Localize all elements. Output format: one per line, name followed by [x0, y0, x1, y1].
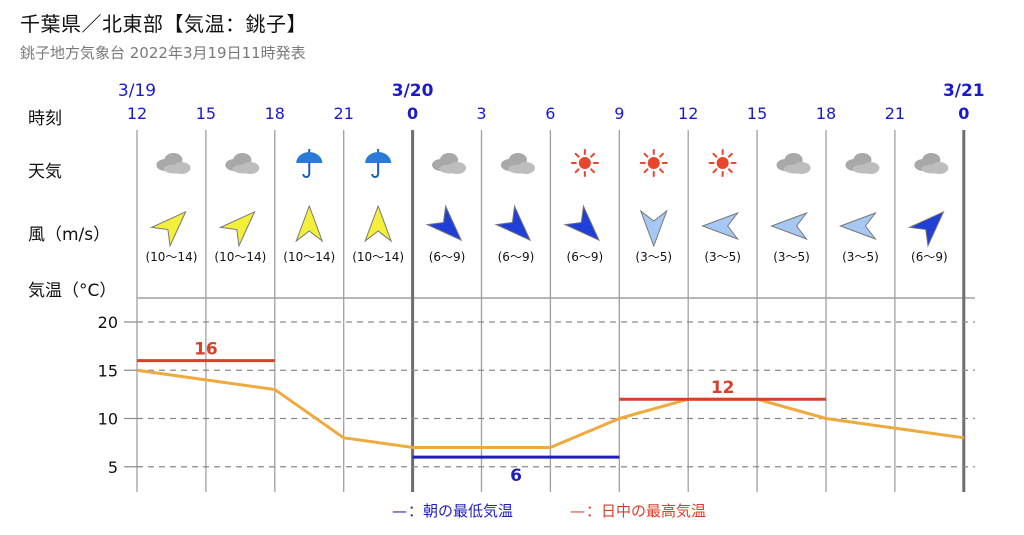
wind-arrow-icon: [218, 210, 256, 248]
wind-arrow-icon: [364, 204, 393, 243]
hour-label: 12: [678, 104, 698, 123]
wind-speed-label: (10～14): [214, 250, 266, 264]
weather-row-label: 天気: [28, 162, 62, 182]
legend-label: ：日中の最高気温: [586, 502, 706, 520]
hour-label: 15: [747, 104, 767, 123]
wind-speed-label: (6～9): [911, 250, 948, 264]
hour-label: 9: [614, 104, 624, 123]
legend-swatch: —: [570, 502, 585, 520]
sun-icon: [570, 149, 599, 177]
hour-label: 12: [127, 104, 147, 123]
wind-arrow-icon: [425, 204, 463, 242]
wind-arrow-icon: [563, 204, 601, 242]
wind-arrow-icon: [907, 210, 945, 248]
cloud-icon: [156, 153, 191, 174]
hour-label: 3: [476, 104, 486, 123]
wind-speed-label: (3～5): [635, 250, 672, 264]
wind-speed-label: (3～5): [704, 250, 741, 264]
date-label: 3/19: [118, 81, 156, 101]
cloud-icon: [225, 153, 260, 174]
max-temp-label: 12: [711, 378, 735, 398]
y-tick-label: 20: [98, 313, 118, 332]
time-row-label: 時刻: [28, 109, 62, 129]
sun-icon: [708, 149, 737, 177]
wind-speed-label: (3～5): [842, 250, 879, 264]
wind-arrow-icon: [295, 204, 324, 243]
wind-speed-label: (3～5): [773, 250, 810, 264]
wind-arrow-icon: [639, 209, 668, 248]
wind-arrow-icon: [149, 210, 187, 248]
y-tick-label: 10: [98, 410, 118, 429]
cloud-icon: [914, 153, 949, 174]
max-temp-label: 16: [194, 340, 218, 360]
legend-swatch: —: [392, 502, 407, 520]
temp-row-label: 気温（°C）: [28, 281, 117, 301]
hour-label: 6: [545, 104, 555, 123]
hour-label: 18: [265, 104, 285, 123]
wind-arrow-icon: [770, 211, 809, 241]
wind-speed-label: (6～9): [567, 250, 604, 264]
y-tick-label: 15: [98, 361, 118, 380]
wind-speed-label: (6～9): [429, 250, 466, 264]
wind-speed-label: (10～14): [145, 250, 197, 264]
issue-info: 銚子地方気象台 2022年3月19日11時発表: [20, 44, 306, 62]
min-temp-label: 6: [510, 466, 522, 486]
hour-label: 0: [407, 104, 418, 123]
cloud-icon: [432, 153, 467, 174]
hour-label: 21: [885, 104, 905, 123]
wind-arrow-icon: [839, 211, 877, 241]
page-title: 千葉県／北東部【気温：銚子】: [20, 12, 307, 36]
sun-icon: [639, 149, 668, 177]
hour-label: 18: [816, 104, 836, 123]
date-label: 3/20: [392, 81, 434, 101]
wind-speed-label: (6～9): [498, 250, 535, 264]
y-tick-label: 5: [108, 458, 118, 477]
wind-speed-label: (10～14): [352, 250, 404, 264]
hour-label: 0: [958, 104, 969, 123]
cloud-icon: [500, 153, 535, 174]
wind-row-label: 風（m/s）: [28, 225, 111, 245]
wind-speed-label: (10～14): [283, 250, 335, 264]
date-label: 3/21: [943, 81, 985, 101]
wind-arrow-icon: [701, 211, 740, 241]
cloud-icon: [845, 153, 880, 174]
hour-label: 21: [334, 104, 354, 123]
hour-label: 15: [196, 104, 216, 123]
umbrella-icon: [365, 149, 392, 178]
wind-arrow-icon: [494, 204, 532, 242]
legend-label: ：朝の最低気温: [408, 502, 513, 520]
cloud-icon: [776, 153, 811, 174]
umbrella-icon: [296, 149, 323, 178]
